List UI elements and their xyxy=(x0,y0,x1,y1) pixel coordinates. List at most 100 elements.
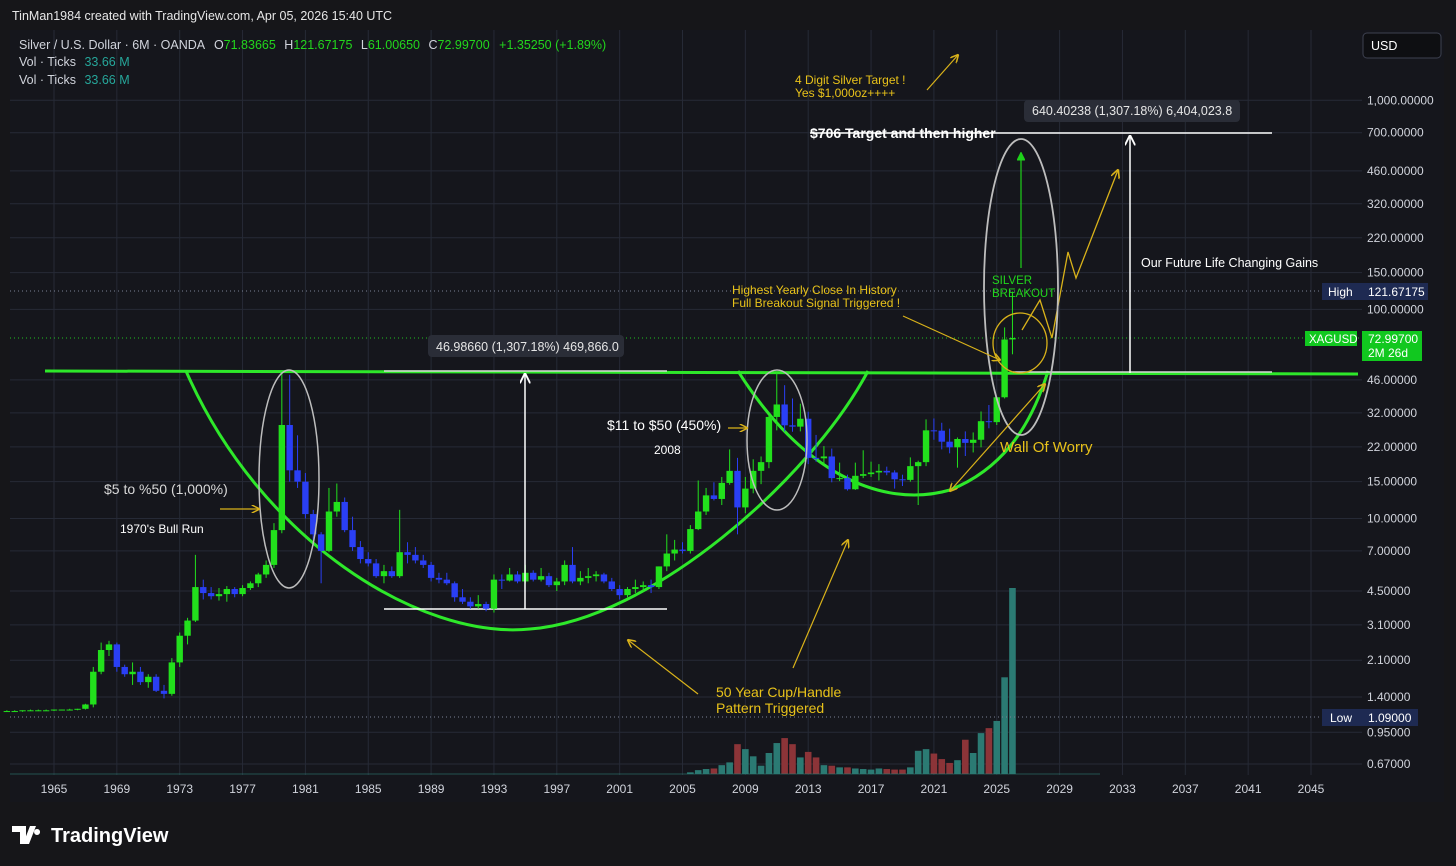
volume-bar xyxy=(765,753,773,774)
candle-body xyxy=(380,571,388,577)
x-tick-label: 2009 xyxy=(732,782,759,796)
volume-bar xyxy=(812,757,820,774)
candle-body xyxy=(985,421,993,423)
candle-body xyxy=(451,583,458,598)
candle-body xyxy=(757,462,765,471)
volume-bar xyxy=(687,772,694,774)
time-axis[interactable]: 1965 1969 1973 1977 1981 1985 1989 1993 1997 2001… xyxy=(41,782,1325,796)
y-tick-label: 4.50000 xyxy=(1367,584,1411,598)
candle-body xyxy=(930,430,938,432)
legend-vol-label-2: Vol · Ticks xyxy=(19,73,76,87)
volume-bar xyxy=(1009,588,1016,774)
volume-bar xyxy=(828,765,836,774)
candle-body xyxy=(852,475,859,490)
candle-body xyxy=(514,574,521,582)
label-1970s-bull-run: 1970's Bull Run xyxy=(120,522,204,536)
x-tick-label: 2037 xyxy=(1172,782,1199,796)
projection-zigzag xyxy=(1021,170,1118,339)
candle-body xyxy=(443,579,451,584)
label-cup-handle-2: Pattern Triggered xyxy=(716,700,824,716)
label-11-to-50: $11 to $50 (450%) xyxy=(607,417,721,433)
y-tick-label: 2.10000 xyxy=(1367,653,1411,667)
candle-body xyxy=(113,644,121,667)
candle-body xyxy=(176,635,183,663)
x-tick-label: 2029 xyxy=(1046,782,1073,796)
candle-body xyxy=(506,574,513,581)
measure-right-label: 640.40238 (1,307.18%) 6,404,023.8 xyxy=(1032,104,1232,118)
candle-body xyxy=(207,593,215,597)
candle-body xyxy=(341,501,348,531)
candle-body xyxy=(616,589,623,596)
y-tick-label: 320.00000 xyxy=(1367,197,1424,211)
y-tick-label: 460.00000 xyxy=(1367,164,1424,178)
candle-body xyxy=(640,585,647,588)
candle-body xyxy=(50,709,58,711)
candle-body xyxy=(262,564,270,575)
candle-body xyxy=(710,495,718,499)
candle-body xyxy=(467,601,474,607)
y-tick-label: 1.40000 xyxy=(1367,690,1411,704)
y-tick-label: 10.00000 xyxy=(1367,512,1417,526)
candle-body xyxy=(90,671,97,705)
legend-vol-row-1: Vol · Ticks 33.66 M xyxy=(19,55,130,69)
candle-body xyxy=(286,424,293,471)
currency-button[interactable] xyxy=(1362,32,1442,59)
volume-bar xyxy=(757,765,765,774)
candle-body xyxy=(357,547,364,560)
candle-body xyxy=(844,478,851,490)
legend-l-value: 61.00650 xyxy=(368,38,420,52)
candle-body xyxy=(828,456,835,479)
candle-body xyxy=(11,711,18,713)
measure-right-bg xyxy=(1024,100,1240,122)
header-credit: TinMan1984 created with TradingView.com,… xyxy=(12,9,392,23)
pointer-highest-close xyxy=(902,315,1000,360)
x-tick-label: 2045 xyxy=(1298,782,1325,796)
candle-body xyxy=(168,662,176,694)
volume-bar xyxy=(694,770,702,774)
candle-body xyxy=(663,553,670,567)
y-tick-label: 700.00000 xyxy=(1367,126,1424,140)
x-tick-label: 1977 xyxy=(229,782,256,796)
price-axis[interactable]: 0.67000 0.95000 1.40000 2.10000 3.10000 4.500… xyxy=(1367,93,1434,771)
candle-body xyxy=(239,588,246,595)
y-tick-label: 0.67000 xyxy=(1367,757,1411,771)
candle-body xyxy=(1009,337,1016,340)
y-tick-label: 1,000.00000 xyxy=(1367,93,1434,107)
x-tick-label: 2021 xyxy=(921,782,948,796)
candle-body xyxy=(490,579,498,609)
candle-body xyxy=(600,574,608,582)
candle-body xyxy=(702,495,710,512)
candle-body xyxy=(129,671,136,675)
candle-body xyxy=(781,404,788,426)
candle-body xyxy=(624,589,631,596)
candle-body xyxy=(969,439,977,443)
candle-body xyxy=(899,479,906,481)
volume-bar xyxy=(875,768,883,774)
volume-bar xyxy=(907,767,914,774)
candle-body xyxy=(545,576,553,586)
candle-body xyxy=(215,594,223,597)
label-cup-handle-1: 50 Year Cup/Handle xyxy=(716,684,842,700)
candlesticks xyxy=(3,291,1016,713)
candle-body xyxy=(255,574,262,584)
pointer-4digit xyxy=(926,55,958,91)
candle-body xyxy=(577,577,584,582)
candle-body xyxy=(459,597,466,602)
label-breakout-2: BREAKOUT xyxy=(992,288,1055,300)
x-tick-label: 2041 xyxy=(1235,782,1262,796)
ellipse-1980 xyxy=(258,369,320,589)
x-tick-label: 1985 xyxy=(355,782,382,796)
volume-bar xyxy=(859,769,867,774)
volume-bar xyxy=(797,757,804,774)
candle-body xyxy=(859,474,867,476)
volume-bar xyxy=(804,751,812,774)
volume-bar xyxy=(867,769,875,774)
tradingview-logo[interactable]: TradingView xyxy=(12,825,169,847)
candle-body xyxy=(145,676,152,683)
volume-bar xyxy=(789,744,796,774)
legend-vol-label-1: Vol · Ticks xyxy=(19,55,76,69)
candle-body xyxy=(247,583,254,589)
candle-body xyxy=(592,574,600,577)
x-tick-label: 1997 xyxy=(543,782,570,796)
